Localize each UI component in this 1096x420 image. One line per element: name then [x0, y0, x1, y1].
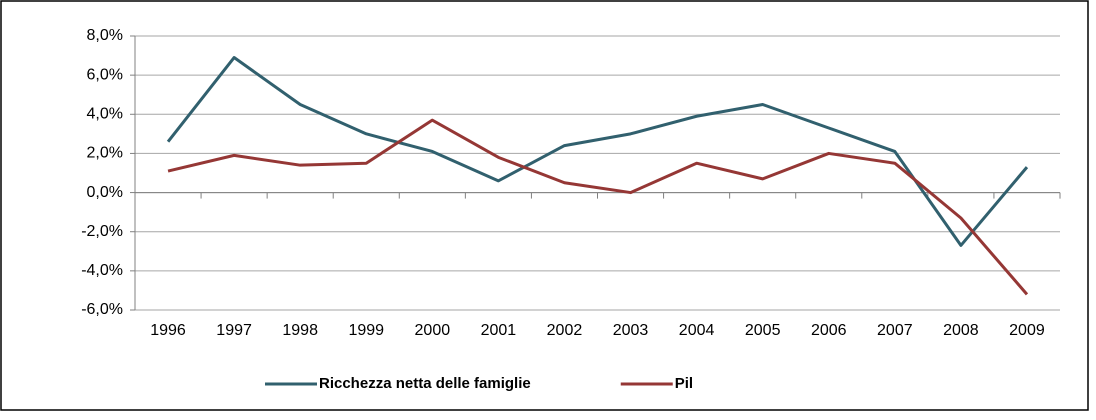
- line-series: [166, 56, 1029, 247]
- x-tick-label: 2005: [745, 322, 781, 339]
- legend-label: Pil: [675, 375, 693, 392]
- y-tick-label: 0,0%: [87, 184, 123, 201]
- y-tick-label: -6,0%: [81, 301, 123, 318]
- x-tick-label: 2004: [679, 322, 715, 339]
- x-tick-label: 2002: [547, 322, 583, 339]
- x-tick-label: 2008: [943, 322, 979, 339]
- x-tick-label: 1999: [348, 322, 384, 339]
- y-tick-label: -2,0%: [81, 223, 123, 240]
- x-tick-label: 1996: [150, 322, 186, 339]
- x-tick-label: 2000: [415, 322, 451, 339]
- chart-frame: [0, 0, 1089, 411]
- x-tick-label: 1998: [282, 322, 318, 339]
- x-tick-label: 2009: [1009, 322, 1045, 339]
- y-tick-label: 2,0%: [87, 145, 123, 162]
- y-tick-label: 8,0%: [87, 27, 123, 44]
- x-tick-label: 2007: [877, 322, 913, 339]
- legend-label: Ricchezza netta delle famiglie: [319, 375, 531, 392]
- y-tick-label: 6,0%: [87, 66, 123, 83]
- x-tick-label: 2003: [613, 322, 649, 339]
- y-tick-label: -4,0%: [81, 262, 123, 279]
- x-tick-label: 1997: [216, 322, 252, 339]
- legend: Ricchezza netta delle famiglie Pil: [265, 375, 693, 392]
- x-tick-label: 2001: [481, 322, 517, 339]
- line-series: [167, 118, 1029, 296]
- y-tick-label: 4,0%: [87, 106, 123, 123]
- x-tick-label: 2006: [811, 322, 847, 339]
